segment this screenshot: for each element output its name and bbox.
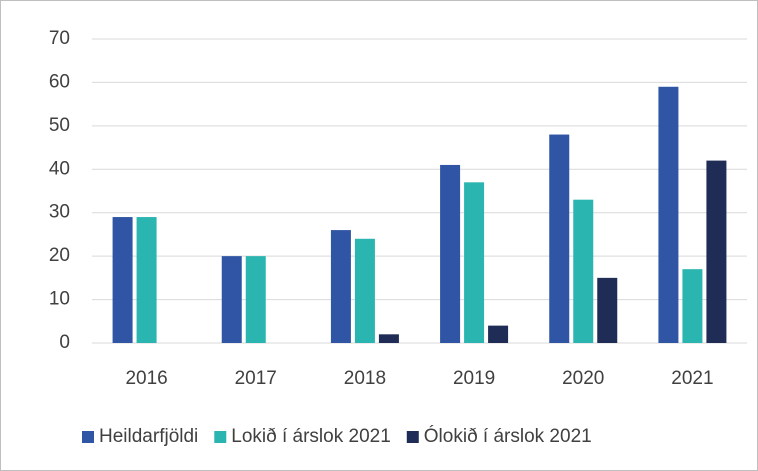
legend-swatch — [406, 431, 419, 443]
y-tick-label: 20 — [49, 245, 70, 266]
bar — [549, 134, 570, 343]
x-tick-label: 2016 — [125, 368, 167, 389]
bar — [488, 325, 509, 343]
bar — [682, 269, 703, 343]
bar — [464, 182, 485, 343]
bar — [597, 277, 618, 343]
legend-label: Heildarfjöldi — [99, 426, 198, 447]
legend-swatch — [82, 431, 94, 443]
y-tick-label: 0 — [59, 332, 70, 353]
y-tick-label: 10 — [49, 289, 70, 310]
y-tick-label: 30 — [49, 202, 70, 223]
x-tick-label: 2020 — [562, 368, 604, 389]
bar — [112, 217, 133, 343]
bar — [573, 199, 594, 343]
x-tick-label: 2019 — [453, 368, 495, 389]
bar — [245, 256, 266, 343]
bar — [378, 334, 399, 343]
x-tick-label: 2021 — [671, 368, 713, 389]
bar — [330, 230, 351, 343]
legend-label: Lokið í árslok 2021 — [231, 426, 391, 447]
x-tick-label: 2018 — [344, 368, 386, 389]
legend-label: Ólokið í árslok 2021 — [424, 425, 592, 447]
bar — [440, 164, 461, 343]
y-tick-label: 40 — [49, 158, 70, 179]
bar — [354, 238, 375, 343]
bar — [658, 86, 679, 344]
y-tick-label: 60 — [49, 71, 70, 92]
y-tick-label: 70 — [49, 28, 70, 49]
bar — [221, 256, 242, 343]
legend-swatch — [214, 431, 227, 443]
bar — [706, 160, 727, 343]
x-tick-label: 2017 — [235, 368, 277, 389]
y-tick-label: 50 — [49, 115, 70, 136]
bar — [136, 217, 157, 343]
